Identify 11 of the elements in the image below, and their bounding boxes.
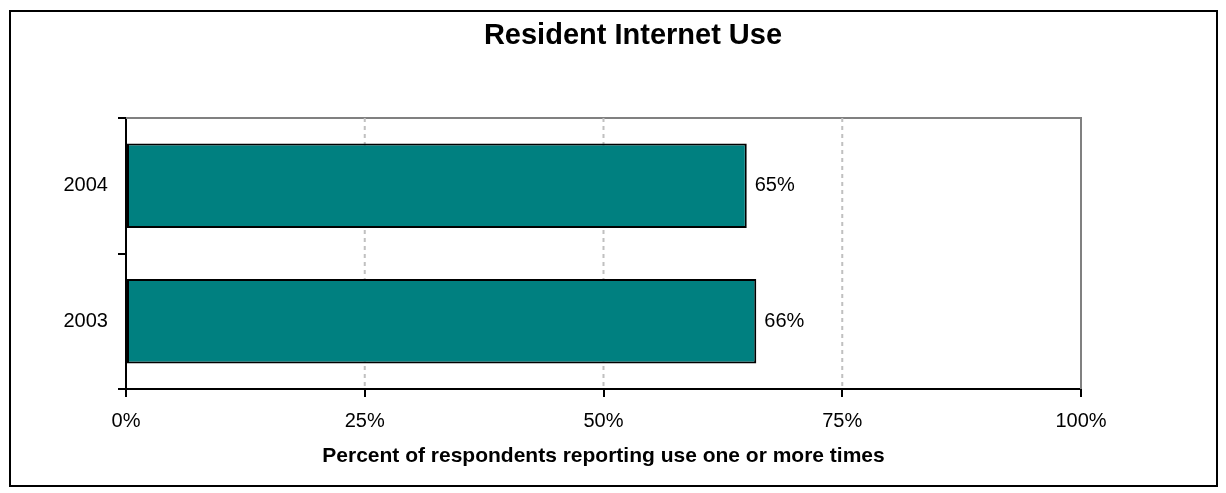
data-label: 66% [764, 308, 805, 331]
x-tick-label: 25% [344, 408, 385, 431]
chart-title: Resident Internet Use [482, 17, 784, 51]
x-tick-label: 50% [583, 408, 624, 431]
x-axis-title: Percent of respondents reporting use one or more times [322, 443, 885, 467]
x-tick-label: 100% [1055, 408, 1107, 431]
x-tick-label: 75% [822, 408, 863, 431]
y-tick-label: 2003 [63, 308, 108, 331]
x-tick-label: 0% [111, 408, 141, 431]
y-tick-label: 2004 [63, 173, 108, 196]
data-label: 65% [754, 173, 795, 196]
